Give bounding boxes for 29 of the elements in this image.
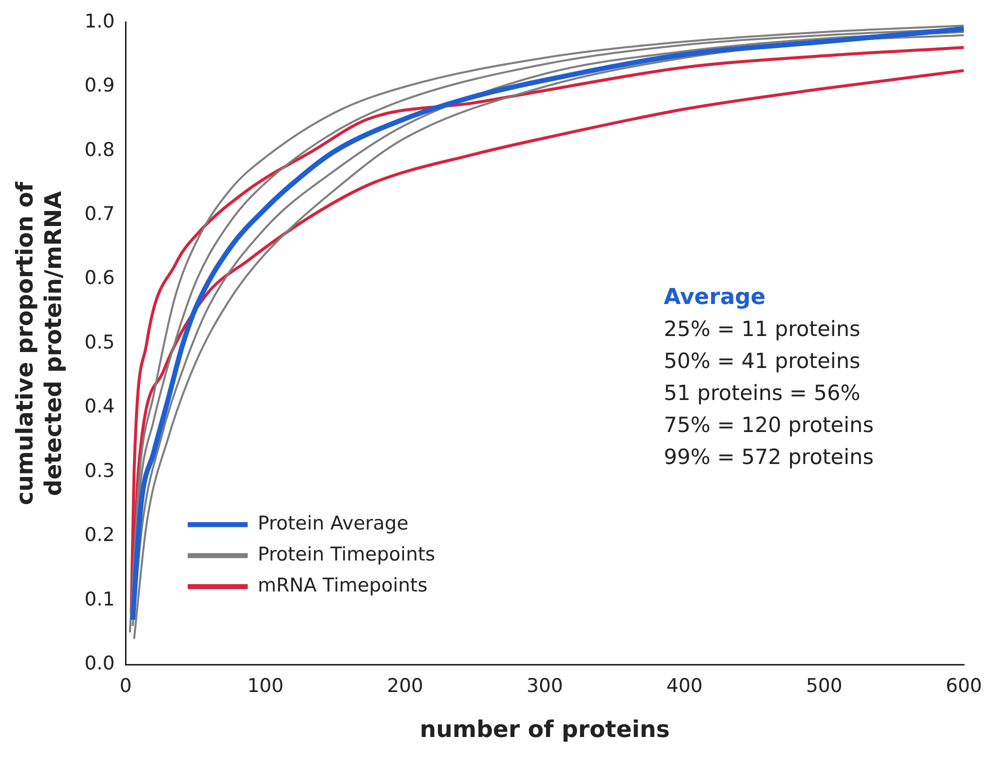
y-tick-label: 0.1	[84, 588, 115, 610]
legend-label: Protein Average	[258, 512, 408, 535]
y-tick-label: 0.5	[84, 331, 115, 354]
annotation: 75% = 120 proteins	[664, 412, 874, 437]
y-tick-label: 0.9	[84, 74, 115, 97]
y-axis-title: cumulative proportion of detected protein/mRNA	[12, 180, 68, 506]
legend-label: mRNA Timepoints	[258, 574, 428, 597]
x-tick-label: 300	[526, 674, 563, 697]
y-tick-label: 1.0	[84, 10, 115, 32]
y-tick-label: 0.4	[84, 396, 115, 418]
x-tick-label: 0	[120, 674, 132, 697]
annotation: 25% = 11 proteins	[664, 316, 860, 341]
annotation: 99% = 572 proteins	[664, 444, 874, 469]
x-tick-label: 200	[386, 674, 424, 697]
y-tick-label: 0.7	[84, 202, 115, 225]
y-tick-label: 0.8	[84, 138, 115, 161]
x-tick-label: 100	[247, 674, 284, 697]
y-tick-label: 0.0	[84, 652, 115, 675]
y-tick-label: 0.3	[84, 460, 115, 482]
x-tick-label: 400	[666, 674, 703, 697]
x-tick-label: 600	[946, 674, 982, 697]
x-tick-label: 500	[806, 674, 842, 697]
x-axis-title: number of proteins	[420, 717, 670, 744]
annotation: Average	[664, 285, 766, 310]
y-tick-label: 0.6	[84, 267, 115, 290]
y-tick-label: 0.2	[84, 524, 115, 546]
annotation: 51 proteins = 56%	[664, 380, 860, 405]
legend-label: Protein Timepoints	[258, 544, 436, 566]
annotation: 50% = 41 proteins	[664, 348, 860, 373]
